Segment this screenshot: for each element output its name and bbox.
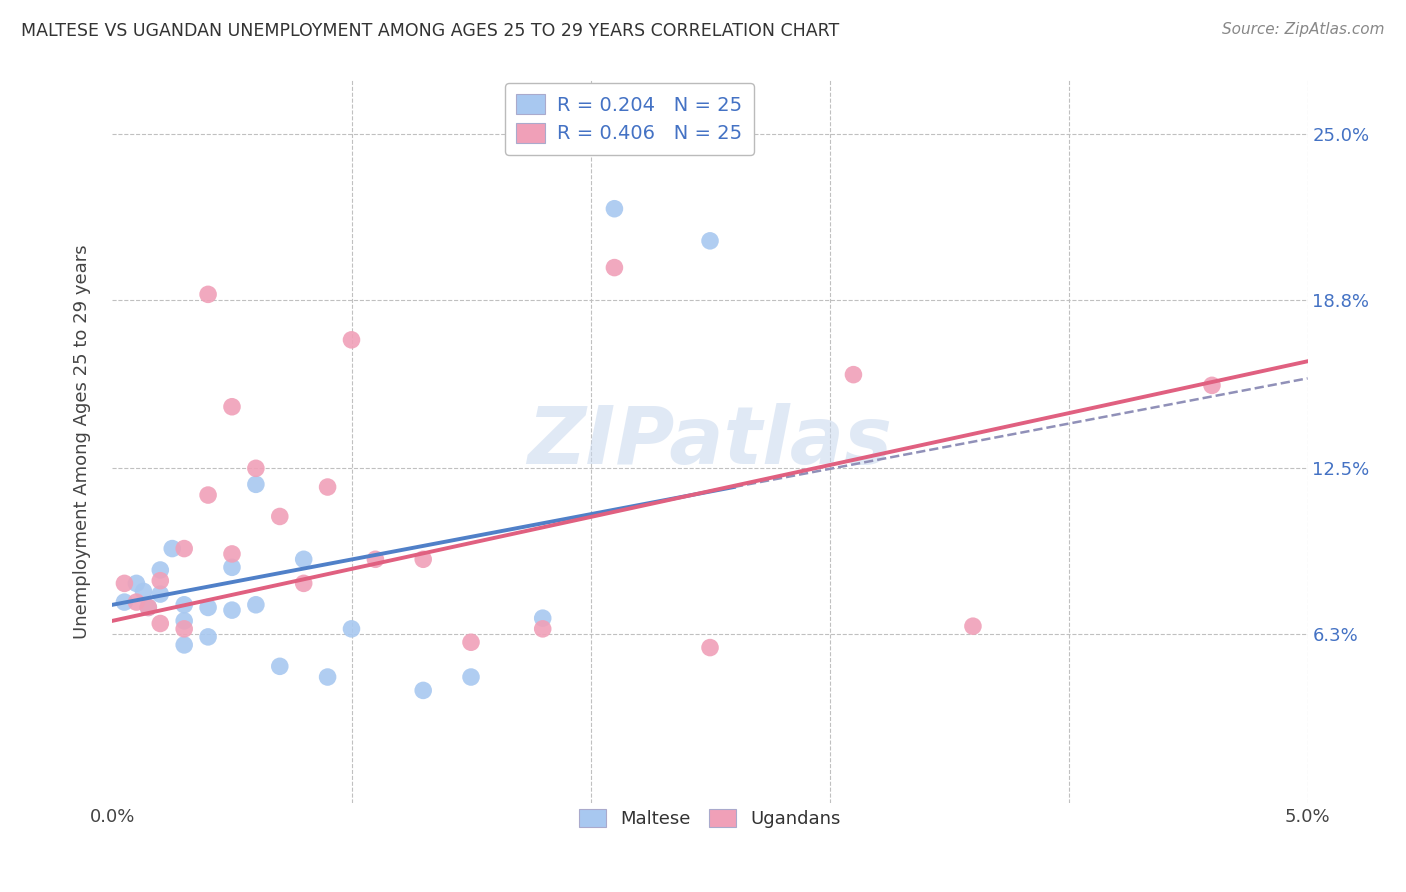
Text: MALTESE VS UGANDAN UNEMPLOYMENT AMONG AGES 25 TO 29 YEARS CORRELATION CHART: MALTESE VS UGANDAN UNEMPLOYMENT AMONG AG… <box>21 22 839 40</box>
Point <box>316 670 339 684</box>
Point <box>197 600 219 615</box>
Point <box>531 622 554 636</box>
Point <box>699 234 721 248</box>
Point <box>292 576 315 591</box>
Point <box>292 552 315 566</box>
Point <box>173 638 195 652</box>
Point <box>138 600 160 615</box>
Point <box>340 622 363 636</box>
Point <box>269 659 291 673</box>
Point <box>125 595 148 609</box>
Point <box>114 576 135 591</box>
Point <box>603 260 626 275</box>
Point <box>842 368 865 382</box>
Point <box>138 600 160 615</box>
Point <box>197 488 219 502</box>
Point <box>245 598 267 612</box>
Legend: Maltese, Ugandans: Maltese, Ugandans <box>569 800 851 837</box>
Text: ZIPatlas: ZIPatlas <box>527 402 893 481</box>
Point <box>173 622 195 636</box>
Point <box>269 509 291 524</box>
Y-axis label: Unemployment Among Ages 25 to 29 years: Unemployment Among Ages 25 to 29 years <box>73 244 91 639</box>
Point <box>132 584 155 599</box>
Point <box>962 619 984 633</box>
Point <box>221 547 243 561</box>
Point <box>149 563 172 577</box>
Point <box>125 576 148 591</box>
Point <box>531 611 554 625</box>
Point <box>245 477 267 491</box>
Point <box>1201 378 1223 392</box>
Point <box>162 541 183 556</box>
Point <box>460 670 482 684</box>
Point <box>173 614 195 628</box>
Point <box>221 560 243 574</box>
Point <box>149 587 172 601</box>
Point <box>173 541 195 556</box>
Point <box>412 552 434 566</box>
Point <box>603 202 626 216</box>
Point <box>221 400 243 414</box>
Text: Source: ZipAtlas.com: Source: ZipAtlas.com <box>1222 22 1385 37</box>
Point <box>412 683 434 698</box>
Point <box>114 595 135 609</box>
Point <box>221 603 243 617</box>
Point <box>340 333 363 347</box>
Point <box>149 616 172 631</box>
Point <box>364 552 387 566</box>
Point <box>197 287 219 301</box>
Point <box>173 598 195 612</box>
Point <box>699 640 721 655</box>
Point <box>460 635 482 649</box>
Point <box>197 630 219 644</box>
Point <box>245 461 267 475</box>
Point <box>149 574 172 588</box>
Point <box>316 480 339 494</box>
